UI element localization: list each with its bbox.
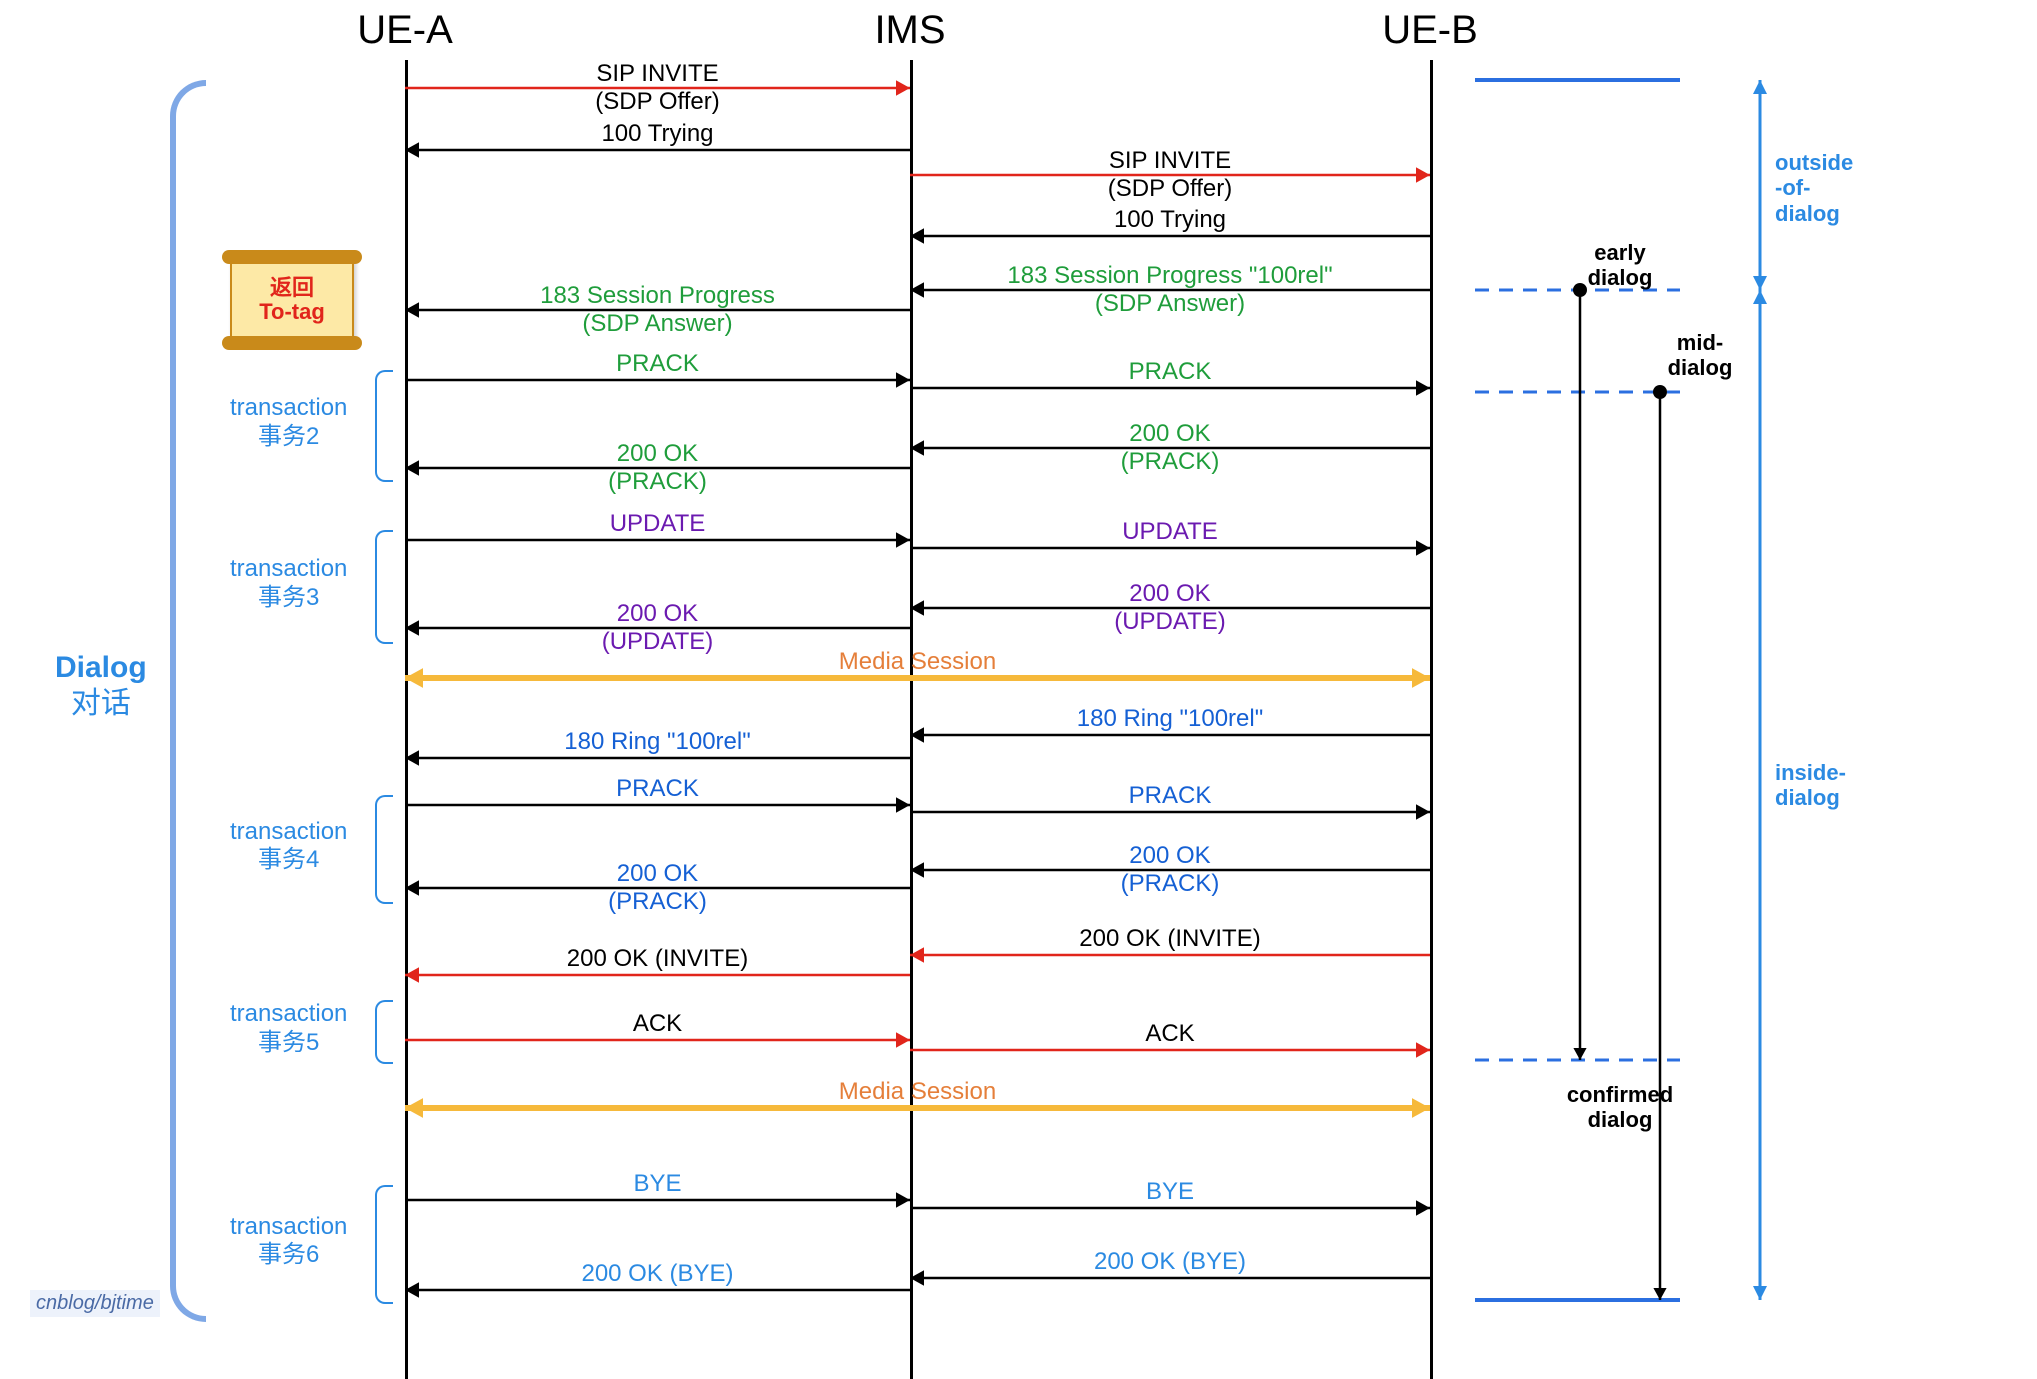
txn-brace-1 [375,530,393,644]
msg-label-26: BYE [633,1170,681,1198]
msg-label-21: 200 OK (INVITE) [1079,925,1260,953]
msg-label-29: 200 OK (BYE) [581,1260,733,1288]
msg-label-9: 200 OK(PRACK) [608,440,707,495]
msg-label-20: 200 OK(PRACK) [608,860,707,915]
txn-label-0: transaction事务2 [230,394,347,452]
dialog-span-label-2: confirmeddialog [1530,1082,1710,1133]
msg-label-5: 183 Session Progress(SDP Answer) [540,282,775,337]
txn-brace-0 [375,370,393,482]
msg-label-2: SIP INVITE(SDP Offer) [1108,147,1232,202]
msg-label-13: 200 OK(UPDATE) [602,600,714,655]
txn-label-1: transaction事务3 [230,555,347,613]
sequence-diagram: UE-A IMS UE-B 返回 To-tag Dialog 对话 cnblog… [0,0,2037,1379]
txn-label-3: transaction事务5 [230,1000,347,1058]
msg-label-6: PRACK [616,350,699,378]
msg-label-17: PRACK [616,775,699,803]
msg-label-16: 180 Ring "100rel" [564,728,751,756]
arrows-layer [0,0,2037,1379]
msg-label-7: PRACK [1129,358,1212,386]
msg-label-4: 183 Session Progress "100rel"(SDP Answer… [1007,262,1332,317]
msg-label-15: 180 Ring "100rel" [1077,705,1264,733]
txn-label-2: transaction事务4 [230,818,347,876]
msg-label-22: 200 OK (INVITE) [567,945,748,973]
txn-brace-4 [375,1185,393,1304]
msg-label-0: SIP INVITE(SDP Offer) [595,60,719,115]
txn-brace-3 [375,1000,393,1064]
range-label-outside: outside-of-dialog [1775,150,1895,226]
msg-label-27: BYE [1146,1178,1194,1206]
msg-label-8: 200 OK(PRACK) [1121,420,1220,475]
txn-brace-2 [375,795,393,904]
msg-label-1: 100 Trying [601,120,713,148]
msg-label-14: Media Session [839,648,996,676]
msg-label-25: Media Session [839,1078,996,1106]
msg-label-11: UPDATE [1122,518,1218,546]
msg-label-10: UPDATE [610,510,706,538]
msg-label-12: 200 OK(UPDATE) [1114,580,1226,635]
msg-label-19: 200 OK(PRACK) [1121,842,1220,897]
range-label-inside: inside-dialog [1775,760,1895,811]
txn-label-4: transaction事务6 [230,1213,347,1271]
msg-label-23: ACK [633,1010,682,1038]
msg-label-28: 200 OK (BYE) [1094,1248,1246,1276]
dialog-span-label-1: mid-dialog [1610,330,1790,381]
msg-label-24: ACK [1145,1020,1194,1048]
msg-label-3: 100 Trying [1114,206,1226,234]
dialog-span-label-0: earlydialog [1530,240,1710,291]
msg-label-18: PRACK [1129,782,1212,810]
